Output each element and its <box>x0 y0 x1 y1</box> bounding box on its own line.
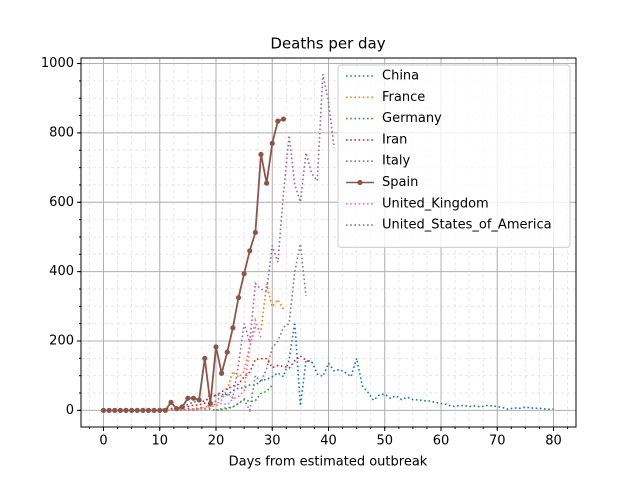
marker <box>174 406 180 412</box>
series-line <box>103 322 554 412</box>
legend-label: China <box>382 69 419 84</box>
legend-label: Italy <box>382 154 411 169</box>
y-tick-label: 400 <box>49 264 74 279</box>
series-line <box>103 118 284 412</box>
marker <box>235 295 242 301</box>
marker <box>140 407 146 413</box>
marker <box>275 118 281 124</box>
series-line <box>154 354 312 411</box>
x-tick-label: 40 <box>320 434 337 449</box>
marker <box>129 407 135 413</box>
y-tick-label: 600 <box>49 195 74 210</box>
marker <box>151 407 157 413</box>
x-tick-label: 30 <box>264 434 281 449</box>
marker <box>230 325 236 331</box>
x-tick-label: 60 <box>433 434 450 449</box>
legend-label: Germany <box>382 111 442 126</box>
y-tick-label: 1000 <box>41 56 74 71</box>
marker <box>224 349 230 355</box>
marker <box>123 407 129 413</box>
marker <box>269 140 275 146</box>
marker <box>100 407 107 413</box>
series-line <box>159 283 285 412</box>
marker <box>213 344 219 350</box>
marker <box>196 397 202 403</box>
marker <box>145 407 152 413</box>
marker <box>134 407 140 413</box>
marker <box>157 407 163 413</box>
series-line <box>187 317 262 412</box>
marker <box>117 407 123 413</box>
x-tick-label: 80 <box>545 434 562 449</box>
plot-frame <box>80 57 577 428</box>
marker <box>219 370 225 376</box>
x-axis-label: Days from estimated outbreak <box>229 455 428 470</box>
marker <box>179 404 185 410</box>
chart-title: Deaths per day <box>270 35 385 53</box>
marker <box>258 151 264 158</box>
x-tick-label: 50 <box>376 434 393 449</box>
marker <box>190 395 197 401</box>
legend-label: Spain <box>382 175 418 190</box>
series-line <box>215 243 307 413</box>
legend-label: United_Kingdom <box>382 196 489 211</box>
legend-box <box>337 64 571 248</box>
x-tick-label: 70 <box>489 434 506 449</box>
marker <box>241 271 247 277</box>
x-tick-label: 20 <box>208 434 225 449</box>
x-tick-label: 0 <box>99 434 107 449</box>
marker <box>252 229 258 236</box>
marker <box>264 180 270 186</box>
marker <box>162 407 168 413</box>
marker <box>106 407 112 413</box>
x-tick-label: 10 <box>151 434 168 449</box>
legend-label: Iran <box>382 132 407 147</box>
marker <box>168 399 174 405</box>
legend-marker <box>357 179 363 186</box>
marker <box>185 395 191 401</box>
marker <box>247 248 253 254</box>
y-tick-label: 800 <box>49 125 74 140</box>
y-tick-label: 0 <box>66 403 74 418</box>
legend-label: United_States_of_America <box>382 218 552 233</box>
marker <box>280 116 287 122</box>
marker <box>207 400 213 407</box>
y-tick-label: 200 <box>49 333 74 348</box>
marker <box>202 355 208 361</box>
legend-label: France <box>382 90 425 105</box>
marker <box>112 407 118 413</box>
